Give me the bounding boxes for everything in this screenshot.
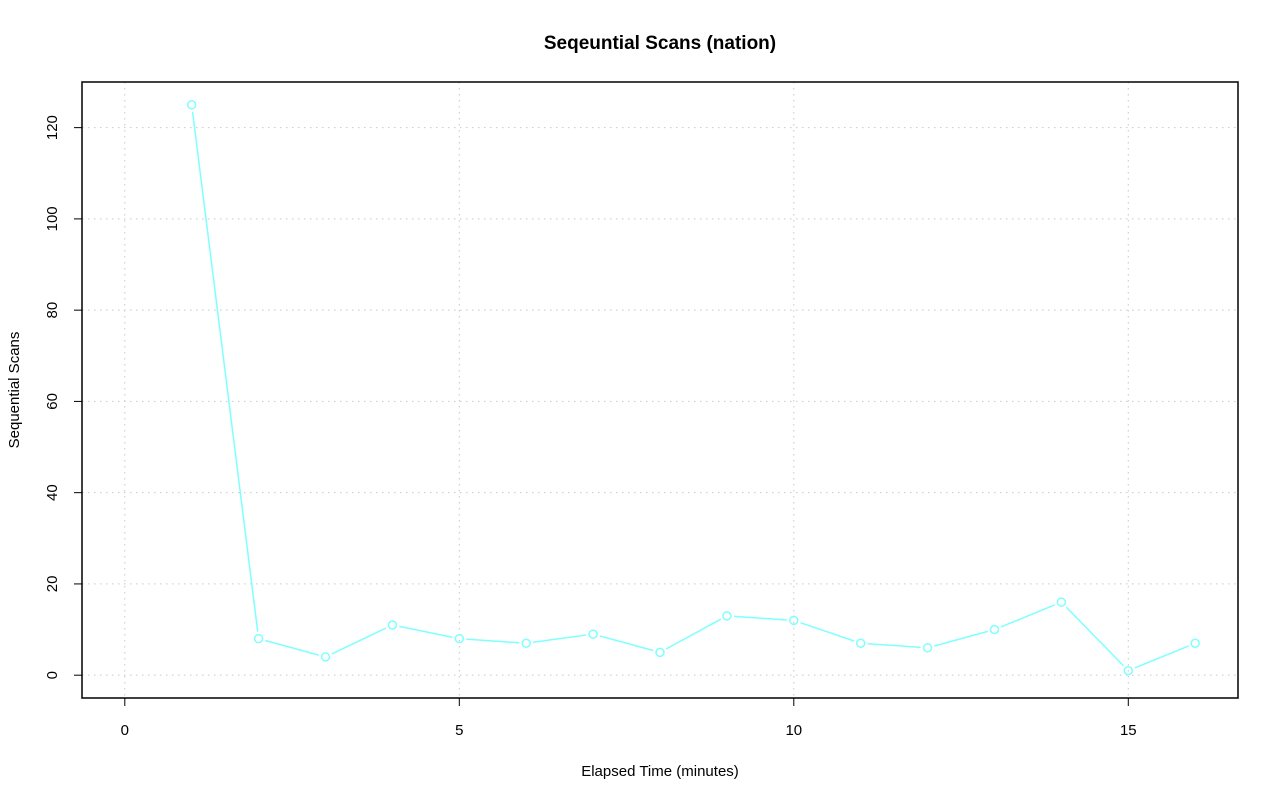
chart-title: Seqeuntial Scans (nation) <box>544 33 776 54</box>
x-tick-label: 15 <box>1120 722 1137 739</box>
data-point <box>655 647 665 658</box>
x-tick-label: 5 <box>455 722 463 739</box>
series-line-segment <box>1000 604 1056 628</box>
series-line-segment <box>265 639 319 656</box>
y-tick-label: 80 <box>44 302 61 319</box>
data-point <box>722 611 732 621</box>
y-tick-label: 60 <box>44 393 61 410</box>
data-point <box>454 633 465 644</box>
data-point <box>387 620 398 630</box>
data-point <box>922 643 933 653</box>
data-point <box>789 615 799 626</box>
y-tick-label: 40 <box>44 484 61 501</box>
data-point <box>521 638 531 648</box>
series-line-segment <box>599 635 654 652</box>
series-layer <box>186 100 1200 676</box>
y-axis-title: Sequential Scans <box>6 332 23 449</box>
y-tick-label: 120 <box>44 115 61 140</box>
data-point <box>588 629 598 639</box>
plot-frame <box>81 81 1239 699</box>
data-point <box>320 652 331 662</box>
grid-lines <box>82 82 1238 698</box>
axes: 0 5 10 15 0 20 40 60 80 100 120 <box>44 115 1137 739</box>
series-line-segment <box>733 615 787 621</box>
series-line-segment <box>533 634 587 644</box>
data-point <box>253 633 264 644</box>
series-line-segment <box>331 627 387 655</box>
series-line-segment <box>665 618 722 650</box>
series-line-segment <box>1134 645 1189 669</box>
data-point <box>1123 665 1134 676</box>
data-point <box>186 100 197 110</box>
y-tick-label: 20 <box>44 576 61 593</box>
x-tick-label: 0 <box>121 722 129 739</box>
data-point <box>1056 597 1067 607</box>
series-line-segment <box>399 625 453 639</box>
series-line-segment <box>800 621 855 642</box>
y-tick-label: 0 <box>44 671 61 679</box>
y-tick-label: 100 <box>44 206 61 231</box>
x-tick-label: 10 <box>785 722 802 739</box>
x-axis-title: Elapsed Time (minutes) <box>581 763 739 780</box>
series-line-segment <box>191 111 259 632</box>
series-line-segment <box>466 638 520 644</box>
series-line-segment <box>934 630 988 647</box>
data-point <box>989 624 1000 635</box>
series-line-segment <box>867 642 921 649</box>
data-point <box>1190 638 1200 648</box>
series-line-segment <box>1065 606 1124 667</box>
data-point <box>855 638 866 648</box>
